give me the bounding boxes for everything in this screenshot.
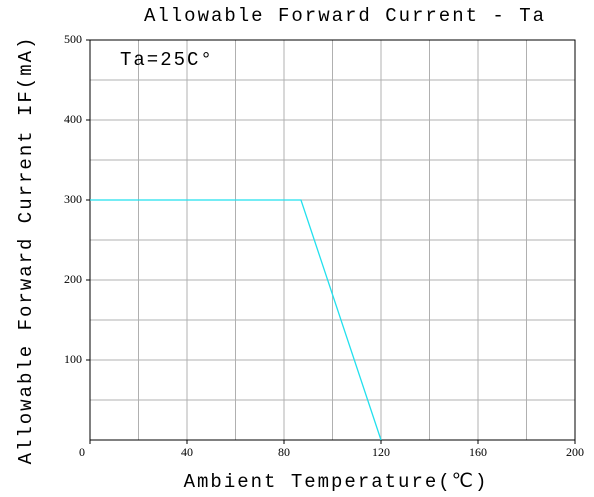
plot-frame — [89, 39, 576, 441]
chart-title: Allowable Forward Current - Ta — [144, 5, 546, 27]
x-tick-label: 40 — [181, 445, 193, 459]
x-axis-label: Ambient Temperature(℃) — [184, 471, 489, 493]
y-tick-label: 300 — [64, 192, 82, 206]
x-tick-label: 120 — [372, 445, 390, 459]
y-axis-label: Allowable Forward Current IF(mA) — [15, 36, 37, 465]
y-tick-label: 400 — [64, 112, 82, 126]
x-tick-label: 160 — [469, 445, 487, 459]
y-tick-label: 200 — [64, 272, 82, 286]
x-tick-label: 200 — [566, 445, 584, 459]
y-tick-label: 100 — [64, 352, 82, 366]
x-tick-label: 80 — [278, 445, 290, 459]
annotation: Ta=25C° — [120, 49, 214, 71]
data-line — [90, 199, 382, 441]
y-tick-label: 500 — [64, 32, 82, 46]
x-tick-label: 0 — [79, 445, 85, 459]
